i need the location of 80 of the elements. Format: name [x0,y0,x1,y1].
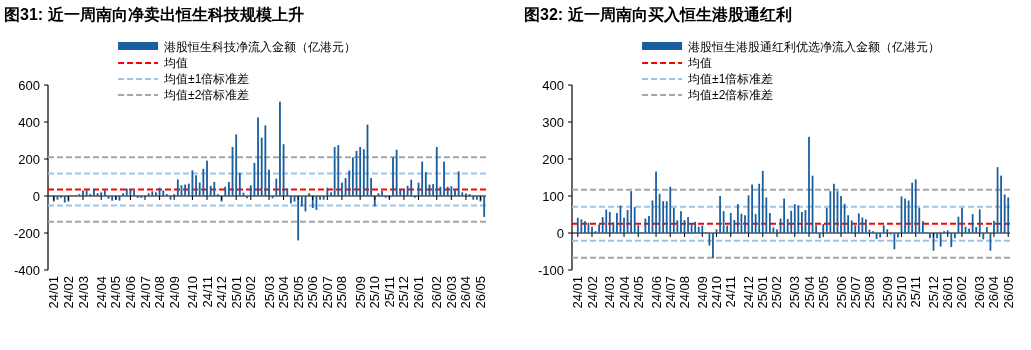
x-tick-label: 24/10 [184,276,200,309]
x-tick-label: 25/07 [847,276,863,309]
y-tick-label: 600 [18,77,40,93]
y-tick-label: 100 [542,188,564,204]
x-tick-label: 24/06 [122,276,138,309]
y-tick-label: 200 [542,151,564,167]
x-tick-label: 24/08 [152,276,168,309]
legend-label: 港股恒生科技净流入金额（亿港元） [164,40,357,54]
x-tick-label: 25/09 [879,276,895,309]
x-tick-label: 25/03 [261,276,277,309]
x-tick-label: 25/02 [243,276,259,309]
x-tick-label: 26/03 [443,276,459,309]
x-tick-label: 24/12 [214,276,230,309]
x-tick-label: 25/08 [861,276,877,309]
x-tick-label: 26/03 [972,276,988,309]
x-tick-label: 26/05 [473,276,489,309]
x-tick-label: 24/09 [694,276,710,309]
y-tick-label: 0 [556,225,564,241]
legend-label: 均值 [687,56,713,70]
x-tick-label: 24/03 [75,276,91,309]
x-tick-label: 24/11 [199,276,215,308]
y-tick-label: -400 [13,262,40,278]
x-tick-label: 24/02 [60,276,76,309]
y-tick-label: 200 [18,151,40,167]
legend-label: 均值±1倍标准差 [687,72,774,86]
x-tick-label: 24/07 [662,276,678,309]
x-tick-label: 26/02 [429,276,445,309]
x-tick-label: 24/02 [584,276,600,309]
x-tick-label: 25/05 [290,276,306,309]
x-tick-label: 24/07 [137,276,153,309]
x-tick-label: 25/05 [815,276,831,309]
x-tick-label: 24/08 [677,276,692,309]
x-tick-label: 25/03 [787,276,803,309]
x-tick-label: 26/01 [940,276,956,309]
x-tick-label: 25/07 [319,276,335,309]
x-tick-label: 25/01 [228,276,244,309]
x-tick-label: 26/01 [411,276,427,309]
x-tick-label: 25/08 [334,276,350,309]
x-tick-label: 24/04 [616,276,632,309]
x-tick-label: 25/11 [381,276,397,308]
x-tick-label: 24/06 [648,276,664,309]
x-tick-label: 24/01 [570,276,586,309]
y-tick-label: 400 [542,77,564,93]
x-tick-label: 26/05 [1000,276,1016,309]
x-tick-label: 24/03 [602,276,618,309]
x-tick-label: 24/05 [108,276,124,309]
x-tick-label: 25/11 [908,276,924,308]
x-tick-label: 26/04 [458,276,474,309]
x-tick-label: 26/02 [954,276,970,309]
y-tick-label: 300 [542,114,564,130]
x-tick-label: 25/04 [801,276,817,309]
x-tick-label: 24/12 [741,276,757,309]
x-tick-label: 25/12 [926,276,942,309]
x-tick-label: 24/09 [166,276,182,309]
y-tick-label: 0 [32,188,40,204]
legend-label: 均值±2倍标准差 [687,88,774,102]
chart-title: 图31: 近一周南向净卖出恒生科技规模上升 [4,6,304,23]
x-tick-label: 24/01 [46,276,62,309]
y-tick-label: -100 [537,262,564,278]
x-tick-label: 25/09 [352,276,368,309]
legend-label: 均值±2倍标准差 [163,88,250,102]
x-tick-label: 25/10 [367,276,383,309]
x-tick-label: 25/06 [305,276,321,309]
x-tick-label: 25/06 [833,276,849,309]
x-tick-label: 25/04 [276,276,292,309]
x-tick-label: 26/04 [986,276,1002,309]
legend-label: 均值 [163,56,189,70]
x-tick-label: 25/12 [396,276,412,309]
x-tick-label: 25/10 [894,276,909,309]
x-tick-label: 24/04 [93,276,109,309]
x-tick-label: 24/11 [723,276,739,308]
y-tick-label: -200 [13,225,40,241]
legend-label: 均值±1倍标准差 [163,72,250,86]
x-tick-label: 24/10 [709,276,725,309]
x-tick-label: 25/01 [755,276,771,309]
x-tick-label: 24/05 [630,276,646,309]
legend-label: 港股恒生港股通红利优选净流入金额（亿港元） [688,40,941,54]
x-tick-label: 25/02 [769,276,785,309]
y-tick-label: 400 [18,114,40,130]
chart-title: 图32: 近一周南向买入恒生港股通红利 [524,6,792,23]
